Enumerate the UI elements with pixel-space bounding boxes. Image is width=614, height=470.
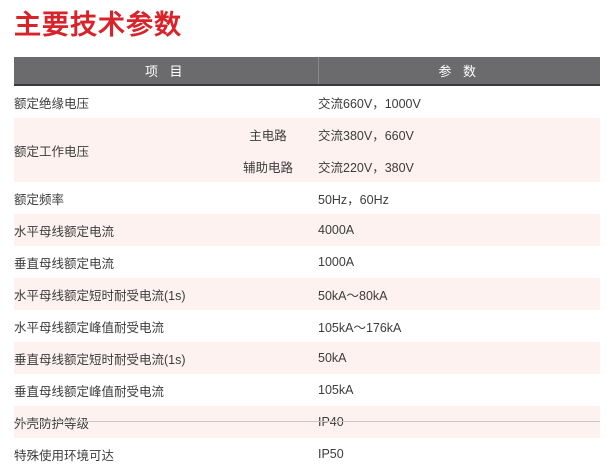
table-row: 垂直母线额定峰值耐受电流 105kA: [14, 374, 600, 406]
cell-value: 交流380V，660V: [318, 118, 600, 150]
table-row: 额定频率 50Hz，60Hz: [14, 182, 600, 214]
cell-item: 垂直母线额定峰值耐受电流: [14, 374, 318, 406]
table-row: 特殊使用环境可达 IP50: [14, 438, 600, 470]
cell-value: 交流660V，1000V: [318, 85, 600, 118]
cell-item: 垂直母线额定电流: [14, 246, 318, 278]
cell-value: 50Hz，60Hz: [318, 182, 600, 214]
cell-subitem: 辅助电路: [218, 150, 318, 182]
table-header: 项 目 参 数: [14, 57, 600, 86]
table-row: 额定绝缘电压 交流660V，1000V: [14, 85, 600, 118]
cell-item: 特殊使用环境可达: [14, 438, 318, 470]
table-body: 额定绝缘电压 交流660V，1000V 额定工作电压 主电路 交流380V，66…: [14, 85, 600, 470]
cell-item-merged: 额定工作电压: [14, 118, 218, 182]
cell-value: 50kA: [318, 342, 600, 374]
cell-value: 105kA: [318, 374, 600, 406]
cell-value: 1000A: [318, 246, 600, 278]
cell-value: IP40: [318, 406, 600, 438]
cell-item: 水平母线额定峰值耐受电流: [14, 310, 318, 342]
table-row: 垂直母线额定电流 1000A: [14, 246, 600, 278]
cell-item: 外壳防护等级: [14, 406, 318, 438]
cell-item: 水平母线额定短时耐受电流(1s): [14, 278, 318, 310]
cell-item: 额定绝缘电压: [14, 85, 318, 118]
table-bottom-rule: [14, 421, 600, 422]
cell-value: 交流220V，380V: [318, 150, 600, 182]
cell-item: 额定频率: [14, 182, 318, 214]
cell-item: 垂直母线额定短时耐受电流(1s): [14, 342, 318, 374]
header-row: 项 目 参 数: [14, 57, 600, 86]
table-row: 水平母线额定电流 4000A: [14, 214, 600, 246]
cell-value: IP50: [318, 438, 600, 470]
cell-value: 50kA～80kA: [318, 278, 600, 310]
cell-value: 105kA～176kA: [318, 310, 600, 342]
table-row: 外壳防护等级 IP40: [14, 406, 600, 438]
table-row: 水平母线额定短时耐受电流(1s) 50kA～80kA: [14, 278, 600, 310]
cell-subitem: 主电路: [218, 118, 318, 150]
table-row: 水平母线额定峰值耐受电流 105kA～176kA: [14, 310, 600, 342]
technical-specifications-table: 项 目 参 数 额定绝缘电压 交流660V，1000V 额定工作电压 主电路 交…: [14, 57, 600, 470]
spec-sheet-page: 主要技术参数 项 目 参 数 额定绝缘电压 交流660V，1000V 额定工作电…: [14, 10, 600, 463]
table-row: 辅助电路 交流220V，380V: [14, 150, 600, 182]
table-row: 垂直母线额定短时耐受电流(1s) 50kA: [14, 342, 600, 374]
page-title: 主要技术参数: [14, 10, 182, 40]
cell-item: 水平母线额定电流: [14, 214, 318, 246]
column-header-item: 项 目: [14, 57, 319, 86]
cell-value: 4000A: [318, 214, 600, 246]
table-row: 额定工作电压 主电路 交流380V，660V: [14, 118, 600, 182]
column-header-value: 参 数: [318, 57, 600, 86]
